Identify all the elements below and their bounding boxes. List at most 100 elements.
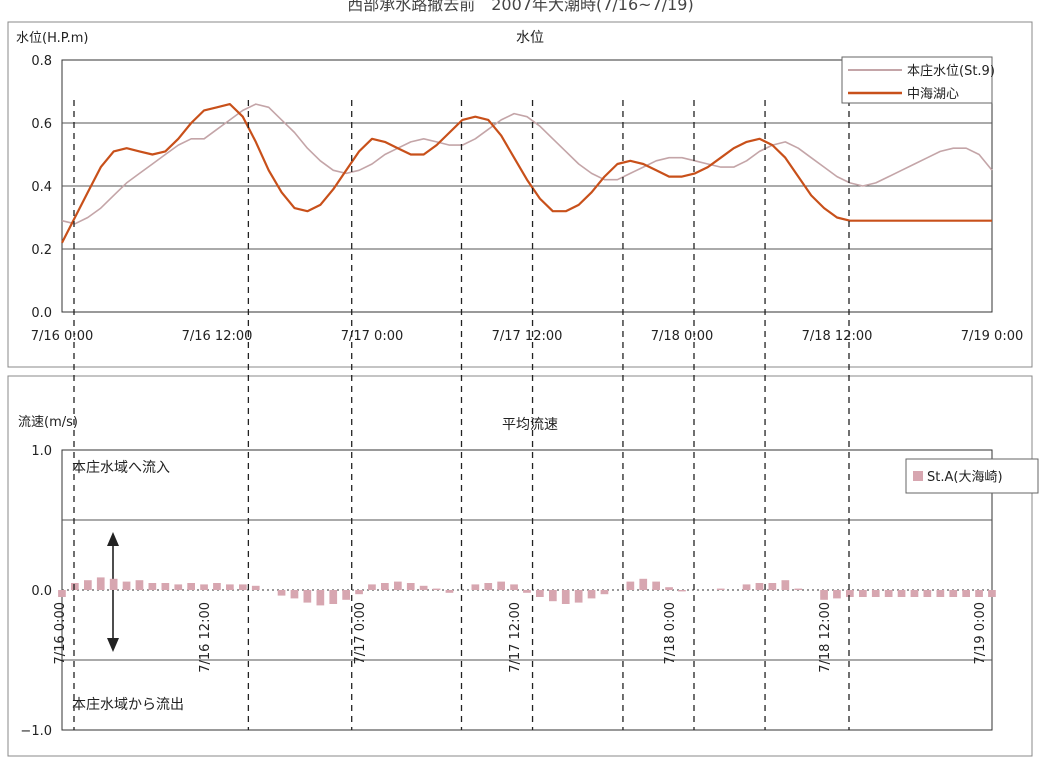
velocity-bar: [652, 582, 660, 590]
velocity-bar: [342, 590, 350, 600]
upper-x-tick-label: 7/19 0:00: [961, 329, 1024, 344]
velocity-bar: [174, 584, 182, 590]
velocity-bar: [562, 590, 570, 604]
velocity-bar: [304, 590, 312, 603]
velocity-bar: [924, 590, 932, 597]
inflow-annotation: 本庄水域へ流入: [72, 459, 170, 476]
velocity-bar: [794, 589, 802, 590]
velocity-bar: [394, 582, 402, 590]
velocity-bar: [472, 584, 480, 590]
outflow-annotation: 本庄水域から流出: [72, 696, 184, 713]
velocity-bar: [782, 580, 790, 590]
upper-x-tick-label: 7/16 0:00: [31, 329, 94, 344]
velocity-bar: [433, 589, 441, 590]
upper-legend: 本庄水位(St.9) 中海湖心: [842, 57, 995, 103]
velocity-bar: [911, 590, 919, 597]
legend-label-sta: St.A(大海崎): [927, 470, 1003, 485]
lower-legend: St.A(大海崎): [906, 459, 1038, 493]
upper-x-tick-label: 7/18 12:00: [802, 329, 873, 344]
velocity-bar: [187, 583, 195, 590]
upper-chart-title: 水位: [516, 30, 544, 46]
lower-x-tick-label: 7/16 12:00: [198, 602, 213, 673]
lower-x-tick-label: 7/18 0:00: [663, 602, 678, 665]
velocity-bar: [962, 590, 970, 597]
velocity-bar: [58, 590, 66, 597]
lower-x-tick-label: 7/18 12:00: [818, 602, 833, 673]
velocity-bar: [149, 583, 157, 590]
velocity-bar: [329, 590, 337, 604]
velocity-bar: [136, 580, 144, 590]
upper-y-tick-label: 0.8: [31, 54, 52, 69]
upper-x-tick-label: 7/17 0:00: [341, 329, 404, 344]
velocity-bar: [639, 579, 647, 590]
velocity-bar: [859, 590, 867, 597]
velocity-bar: [588, 590, 596, 598]
velocity-bar: [872, 590, 880, 597]
upper-y-tick-label: 0.2: [31, 243, 52, 258]
velocity-bar: [84, 580, 92, 590]
velocity-bar: [769, 583, 777, 590]
velocity-bar: [484, 583, 492, 590]
velocity-bar: [756, 583, 764, 590]
velocity-bar: [381, 583, 389, 590]
velocity-bar: [988, 590, 996, 597]
velocity-bar: [678, 590, 686, 591]
velocity-bar: [885, 590, 893, 597]
lower-x-tick-label: 7/17 0:00: [353, 602, 368, 665]
velocity-bar: [510, 584, 518, 590]
lower-x-tick-label: 7/19 0:00: [973, 602, 988, 665]
velocity-bar: [549, 590, 557, 601]
velocity-bar: [446, 590, 454, 593]
velocity-bar: [97, 577, 105, 590]
velocity-bar: [355, 590, 363, 594]
upper-y-tick-label: 0.6: [31, 117, 52, 132]
velocity-bar: [368, 584, 376, 590]
velocity-bar: [213, 583, 221, 590]
velocity-bar: [252, 586, 260, 590]
legend-label-nakaumi: 中海湖心: [907, 87, 959, 102]
upper-x-tick-label: 7/18 0:00: [651, 329, 714, 344]
velocity-bar: [278, 590, 286, 596]
upper-y-tick-label: 0.0: [31, 306, 52, 321]
velocity-bar: [575, 590, 583, 603]
velocity-bar: [123, 582, 131, 590]
velocity-bar: [627, 582, 635, 590]
upper-y-axis-label: 水位(H.P.m): [16, 31, 88, 46]
lower-y-tick-label: −1.0: [20, 724, 52, 739]
legend-label-honjo: 本庄水位(St.9): [907, 63, 995, 79]
velocity-bar: [239, 584, 247, 590]
velocity-bar: [523, 590, 531, 593]
lower-y-axis-label: 流速(m/s): [18, 415, 78, 430]
velocity-bar: [71, 583, 79, 590]
velocity-bar: [833, 590, 841, 598]
upper-y-tick-label: 0.4: [31, 180, 52, 195]
upper-x-tick-label: 7/16 12:00: [182, 329, 253, 344]
velocity-bar: [820, 590, 828, 600]
velocity-bar: [949, 590, 957, 597]
velocity-bar: [743, 584, 751, 590]
velocity-bar: [601, 590, 609, 594]
velocity-bar: [846, 590, 854, 597]
velocity-bar: [717, 589, 725, 590]
lower-x-tick-label: 7/17 12:00: [508, 602, 523, 673]
velocity-bar: [226, 584, 234, 590]
velocity-bar: [536, 590, 544, 597]
upper-x-tick-label: 7/17 12:00: [492, 329, 563, 344]
lower-y-tick-label: 1.0: [31, 444, 52, 459]
velocity-bar: [497, 582, 505, 590]
velocity-bar: [200, 584, 208, 590]
lower-chart-title: 平均流速: [502, 417, 558, 433]
velocity-bar: [665, 587, 673, 590]
velocity-bar: [407, 583, 415, 590]
velocity-bar: [420, 586, 428, 590]
velocity-bar: [110, 579, 118, 590]
lower-y-tick-label: 0.0: [31, 584, 52, 599]
lower-x-tick-label: 7/16 0:00: [53, 602, 68, 665]
velocity-bar: [937, 590, 945, 597]
velocity-bar: [898, 590, 906, 597]
velocity-bar: [975, 590, 983, 597]
legend-swatch-sta: [913, 471, 923, 481]
velocity-bar: [291, 590, 299, 598]
